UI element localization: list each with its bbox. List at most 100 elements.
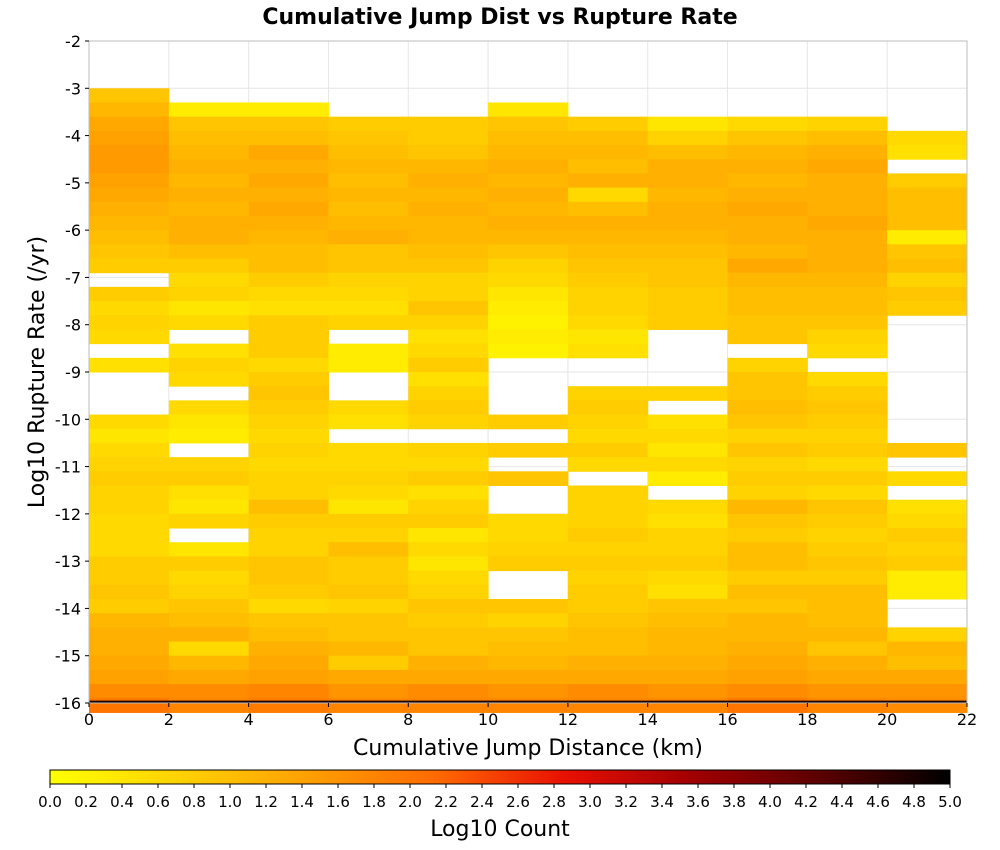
- heatmap-cell: [567, 230, 649, 245]
- x-tick-label: 20: [877, 710, 897, 729]
- heatmap-cell: [408, 372, 489, 387]
- heatmap-cell: [647, 542, 729, 557]
- heatmap-cell: [89, 698, 170, 713]
- heatmap-cell: [647, 556, 729, 572]
- heatmap-cell: [408, 272, 489, 288]
- heatmap-cell: [567, 301, 649, 316]
- heatmap-cell: [567, 386, 649, 401]
- heatmap-cell: [567, 641, 649, 657]
- heatmap-cell: [248, 442, 329, 458]
- heatmap-cell: [488, 414, 569, 430]
- x-tick-label: 12: [558, 710, 578, 729]
- heatmap-cell: [807, 187, 888, 203]
- heatmap-cell: [647, 258, 729, 274]
- heatmap-cell: [408, 485, 489, 501]
- heatmap-cell: [89, 598, 170, 614]
- y-tick-label: -4: [65, 127, 81, 146]
- colorbar-tick-label: 0.0: [38, 793, 62, 811]
- heatmap-cell: [567, 698, 649, 713]
- heatmap-cell: [408, 584, 489, 600]
- heatmap-cell: [807, 244, 888, 260]
- heatmap-cell: [807, 159, 888, 174]
- heatmap-cell: [248, 684, 329, 699]
- heatmap-cell: [727, 400, 808, 416]
- heatmap-cell: [89, 159, 170, 174]
- heatmap-cell: [168, 187, 250, 203]
- heatmap-cell: [567, 627, 649, 643]
- heatmap-cell: [647, 386, 729, 401]
- heatmap-cell: [567, 258, 649, 274]
- heatmap-cell: [89, 513, 170, 529]
- colorbar-tick-label: 0.6: [146, 793, 170, 811]
- colorbar-tick-label: 3.0: [578, 793, 602, 811]
- y-tick-label: -12: [55, 505, 81, 524]
- heatmap-cell: [168, 343, 250, 359]
- heatmap-cell: [408, 329, 489, 345]
- y-tick-label: -8: [65, 316, 81, 335]
- heatmap-cell: [727, 201, 808, 217]
- heatmap-cell: [647, 627, 729, 643]
- heatmap-cell: [807, 669, 888, 685]
- heatmap-cell: [488, 542, 569, 557]
- heatmap-cell: [488, 230, 569, 245]
- colorbar-label: Log10 Count: [430, 817, 570, 842]
- heatmap-cell: [328, 570, 409, 586]
- heatmap-cell: [328, 116, 409, 132]
- heatmap-cell: [807, 386, 888, 401]
- heatmap-cell: [887, 513, 968, 529]
- heatmap-cell: [807, 485, 888, 501]
- heatmap-cell: [887, 528, 968, 543]
- heatmap-cell: [727, 598, 808, 614]
- heatmap-cell: [168, 428, 250, 444]
- heatmap-cell: [647, 116, 729, 132]
- heatmap-cell: [89, 684, 170, 699]
- heatmap-cell: [567, 684, 649, 699]
- heatmap-cell: [89, 215, 170, 231]
- colorbar-tick-label: 3.4: [650, 793, 674, 811]
- colorbar-tick-label: 2.2: [434, 793, 458, 811]
- heatmap-cell: [328, 655, 409, 671]
- heatmap-cell: [807, 570, 888, 586]
- heatmap-cell: [727, 357, 808, 373]
- heatmap-cell: [89, 145, 170, 160]
- heatmap-cell: [248, 513, 329, 529]
- heatmap-cell: [807, 286, 888, 302]
- colorbar-tick-label: 1.2: [254, 793, 278, 811]
- heatmap-cell: [168, 485, 250, 501]
- heatmap-cell: [248, 400, 329, 416]
- heatmap-cell: [168, 471, 250, 486]
- heatmap-cell: [89, 130, 170, 146]
- heatmap-cell: [168, 201, 250, 217]
- heatmap-cell: [488, 669, 569, 685]
- heatmap-cell: [807, 116, 888, 132]
- heatmap-cell: [89, 471, 170, 486]
- heatmap-cell: [488, 272, 569, 288]
- y-tick-label: -11: [55, 458, 81, 477]
- colorbar-tick-label: 2.8: [542, 793, 566, 811]
- heatmap-cell: [488, 145, 569, 160]
- heatmap-cell: [647, 428, 729, 444]
- heatmap-cell: [567, 570, 649, 586]
- heatmap-cell: [807, 343, 888, 359]
- heatmap-cell: [248, 542, 329, 557]
- heatmap-cell: [647, 145, 729, 160]
- heatmap-cell: [408, 301, 489, 316]
- heatmap-cell: [807, 215, 888, 231]
- heatmap-cell: [89, 173, 170, 189]
- heatmap-cell: [807, 641, 888, 657]
- heatmap-cell: [408, 613, 489, 628]
- heatmap-cell: [89, 187, 170, 203]
- heatmap-cell-bottom-row: [89, 700, 967, 703]
- heatmap-cell: [89, 116, 170, 132]
- heatmap-cell: [887, 442, 968, 458]
- heatmap-cell: [248, 485, 329, 501]
- heatmap-cell: [168, 641, 250, 657]
- x-tick-label: 16: [717, 710, 737, 729]
- heatmap-cell: [328, 499, 409, 515]
- heatmap-cell: [727, 485, 808, 501]
- heatmap-cell: [168, 315, 250, 330]
- heatmap-cells: [89, 88, 968, 713]
- heatmap-cell: [168, 613, 250, 628]
- heatmap-cell: [567, 173, 649, 189]
- heatmap-cell: [488, 187, 569, 203]
